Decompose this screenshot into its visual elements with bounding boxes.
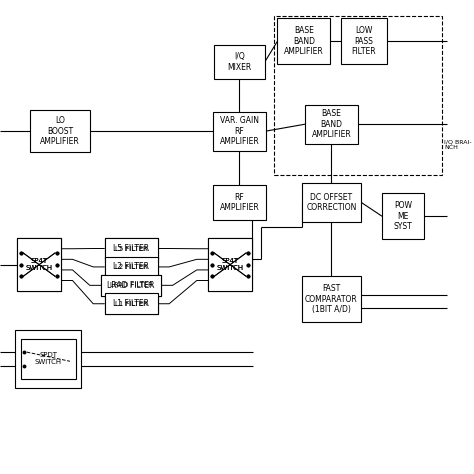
Text: SP4T
SWITCH: SP4T SWITCH — [26, 258, 53, 271]
Bar — [208, 238, 252, 291]
Bar — [30, 110, 90, 152]
Bar — [21, 339, 76, 379]
Text: DC OFFSET
CORRECTION: DC OFFSET CORRECTION — [306, 193, 356, 212]
Text: I/Q
MIXER: I/Q MIXER — [227, 52, 252, 72]
Text: LRAD FILTER: LRAD FILTER — [110, 283, 153, 288]
Bar — [105, 256, 158, 277]
Bar — [277, 18, 330, 64]
Bar — [274, 16, 442, 175]
Text: LO
BOOST
AMPLIFIER: LO BOOST AMPLIFIER — [40, 116, 80, 146]
Bar — [105, 238, 158, 259]
Text: L5 FILTER: L5 FILTER — [115, 246, 147, 252]
Text: L1 FILTER: L1 FILTER — [115, 301, 147, 307]
Text: L2 FILTER: L2 FILTER — [115, 264, 147, 270]
Text: LOW
PASS
FILTER: LOW PASS FILTER — [351, 27, 376, 56]
Text: I/Q BRAI-
NCH: I/Q BRAI- NCH — [444, 139, 472, 150]
Text: SP4T
SWITCH: SP4T SWITCH — [217, 258, 244, 271]
Bar — [101, 275, 161, 296]
Bar — [301, 183, 361, 222]
Bar — [213, 111, 266, 151]
Bar — [17, 238, 61, 291]
Text: SPDT
SWITCH: SPDT SWITCH — [35, 353, 62, 365]
Bar — [214, 45, 264, 79]
Bar — [382, 193, 423, 239]
Text: L1 FILTER: L1 FILTER — [113, 299, 149, 308]
Bar — [15, 330, 82, 388]
Bar — [341, 18, 387, 64]
Text: SP4T
SWITCH: SP4T SWITCH — [26, 258, 53, 271]
Text: L2 FILTER: L2 FILTER — [113, 263, 149, 272]
Text: RF
AMPLIFIER: RF AMPLIFIER — [219, 193, 259, 212]
Text: BASE
BAND
AMPLIFIER: BASE BAND AMPLIFIER — [284, 27, 324, 56]
Text: FAST
COMPARATOR
(1BIT A/D): FAST COMPARATOR (1BIT A/D) — [305, 284, 358, 314]
Bar — [105, 256, 158, 277]
Text: VAR. GAIN
RF
AMPLIFIER: VAR. GAIN RF AMPLIFIER — [219, 116, 259, 146]
Text: BASE
BAND
AMPLIFIER: BASE BAND AMPLIFIER — [311, 109, 351, 139]
Bar — [305, 105, 358, 144]
Bar — [105, 293, 158, 314]
Bar — [17, 238, 61, 291]
Bar — [208, 238, 252, 291]
Bar — [101, 275, 161, 296]
Text: L5 FILTER: L5 FILTER — [113, 244, 149, 253]
Bar — [105, 238, 158, 259]
Bar — [301, 276, 361, 322]
Text: SP4T
SWITCH: SP4T SWITCH — [217, 258, 244, 271]
Bar — [105, 293, 158, 314]
Text: LRAD FILTER: LRAD FILTER — [108, 281, 155, 290]
Bar — [213, 185, 266, 220]
Text: POW
ME
SYST: POW ME SYST — [393, 201, 412, 231]
